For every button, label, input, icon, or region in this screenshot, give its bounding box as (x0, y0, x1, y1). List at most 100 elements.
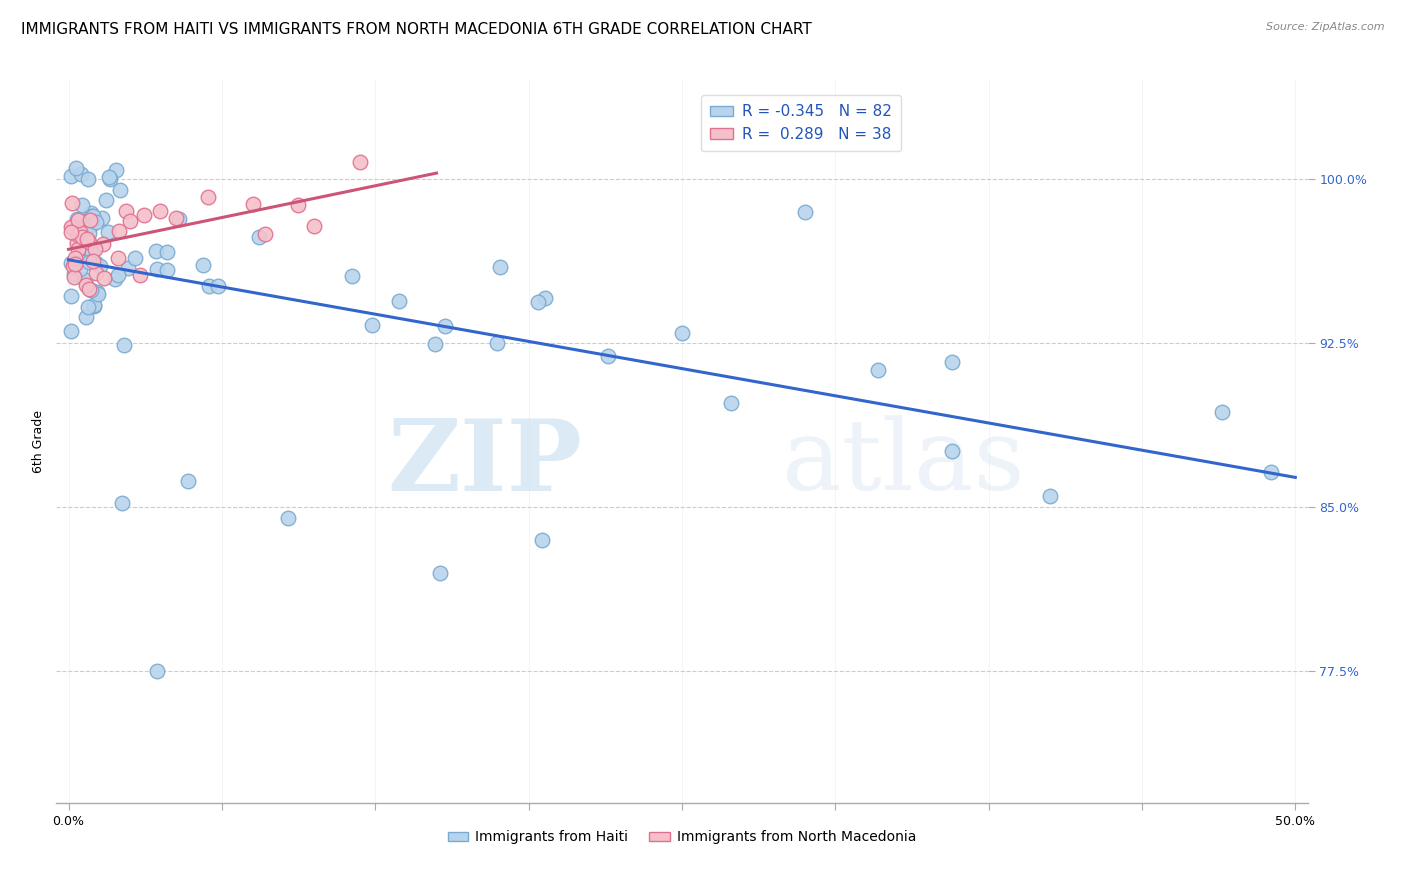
Point (349, 154, 371, 169)
Point (124, 251, 146, 265)
Point (598, 349, 620, 363)
Point (59, 220, 82, 235)
Point (82, 209, 104, 223)
Point (79, 213, 101, 227)
Point (117, 260, 139, 275)
Point (69, 262, 91, 277)
Point (84, 256, 107, 270)
Point (75, 278, 97, 293)
Point (59, 324, 82, 338)
Point (361, 318, 384, 332)
Point (242, 197, 264, 211)
Point (107, 224, 129, 238)
Point (115, 204, 138, 219)
Point (87, 286, 110, 301)
Point (77, 235, 100, 249)
Point (423, 337, 446, 351)
Point (66, 223, 89, 237)
Point (83, 299, 105, 313)
Point (253, 227, 276, 242)
Text: atlas: atlas (782, 416, 1025, 511)
Point (67, 219, 90, 233)
Point (287, 198, 309, 212)
Point (82, 244, 104, 259)
Point (84, 242, 107, 256)
Point (82, 254, 104, 268)
Point (340, 269, 363, 284)
Point (66, 235, 89, 250)
Point (69, 225, 91, 239)
Point (146, 665, 169, 679)
Point (247, 230, 270, 244)
Point (66, 227, 89, 242)
Point (534, 291, 557, 305)
Point (207, 279, 229, 293)
Text: ZIP: ZIP (387, 415, 582, 512)
Point (62, 219, 84, 234)
Point (104, 163, 127, 178)
Point (77, 227, 100, 241)
Legend: Immigrants from Haiti, Immigrants from North Macedonia: Immigrants from Haiti, Immigrants from N… (441, 825, 922, 850)
Point (145, 244, 167, 258)
Point (80, 283, 103, 297)
Point (277, 511, 299, 525)
Point (69, 253, 91, 268)
Point (79, 282, 101, 296)
Point (98, 172, 121, 186)
Point (111, 496, 134, 510)
Point (63, 257, 86, 271)
Point (720, 396, 742, 410)
Point (84, 266, 107, 280)
Point (132, 208, 155, 222)
Point (429, 566, 451, 580)
Point (91, 237, 114, 252)
Point (107, 268, 129, 282)
Point (89, 259, 111, 273)
Point (146, 262, 169, 277)
Point (62, 269, 84, 284)
Point (80, 218, 103, 232)
Point (86, 285, 108, 299)
Point (72, 198, 94, 212)
Point (65, 161, 87, 175)
Point (91, 211, 114, 226)
Point (60, 169, 83, 183)
Point (793, 204, 815, 219)
Point (671, 326, 693, 340)
Point (77, 254, 100, 268)
Point (60, 288, 83, 302)
Point (75, 310, 97, 324)
Point (73, 222, 96, 236)
Point (62, 267, 84, 281)
Point (60, 196, 83, 211)
Point (118, 214, 141, 228)
Point (1211, 405, 1233, 419)
Point (868, 363, 890, 377)
Point (167, 212, 190, 227)
Point (198, 278, 221, 293)
Y-axis label: 6th Grade: 6th Grade (32, 410, 45, 473)
Point (83, 298, 105, 312)
Point (388, 294, 411, 309)
Point (79, 205, 101, 219)
Point (485, 336, 508, 351)
Point (526, 295, 548, 310)
Point (79, 245, 101, 260)
Point (107, 252, 129, 266)
Point (62, 259, 84, 273)
Text: Source: ZipAtlas.com: Source: ZipAtlas.com (1267, 22, 1385, 32)
Point (1260, 465, 1282, 479)
Point (77, 172, 100, 186)
Point (108, 183, 131, 197)
Point (63, 251, 86, 265)
Point (165, 211, 187, 226)
Point (80, 209, 103, 223)
Point (104, 272, 127, 286)
Point (488, 260, 510, 275)
Point (156, 244, 179, 259)
Point (128, 268, 150, 282)
Point (191, 258, 214, 272)
Point (98, 170, 121, 185)
Point (66, 213, 89, 227)
Point (60, 256, 83, 270)
